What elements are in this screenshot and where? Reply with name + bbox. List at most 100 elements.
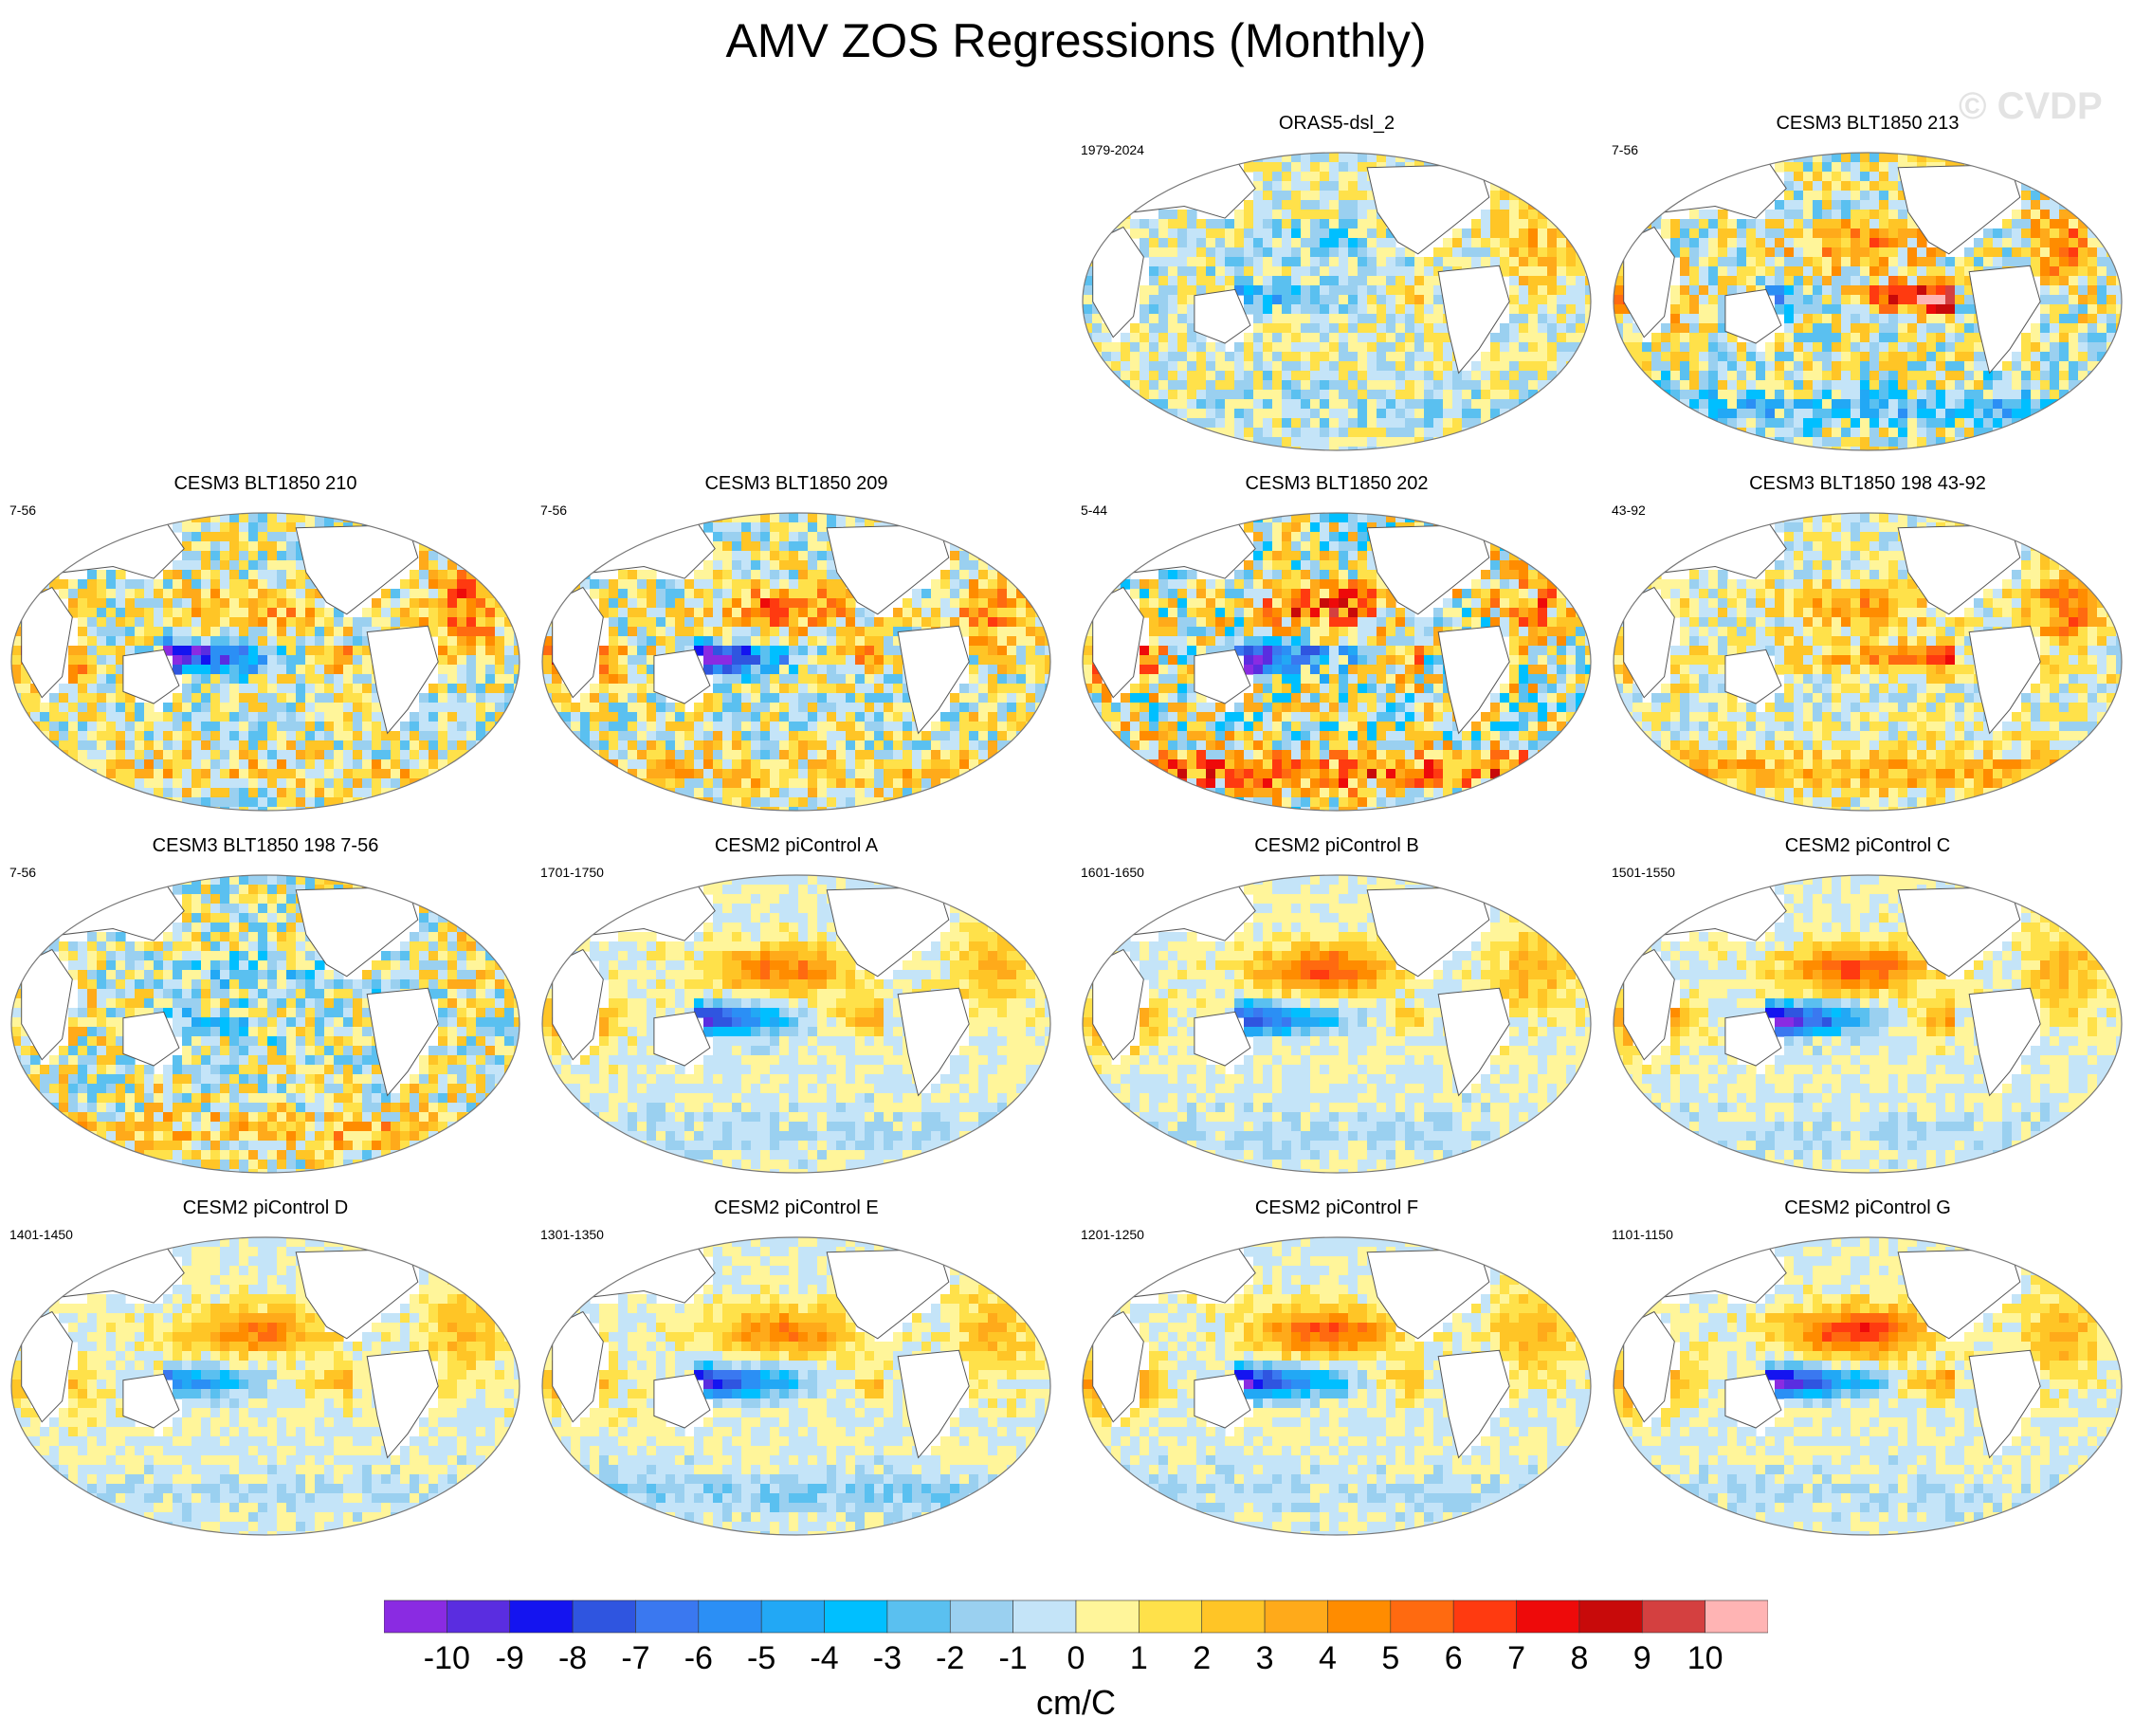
map-cell — [1215, 361, 1226, 372]
map-cell — [1414, 390, 1425, 400]
map-cell — [40, 740, 50, 751]
map-cell — [305, 608, 316, 618]
map-cell — [1320, 295, 1330, 305]
map-cell — [1708, 437, 1719, 448]
map-cell — [258, 778, 268, 789]
map-cell — [87, 684, 98, 694]
map-cell — [334, 665, 344, 675]
map-cell — [647, 513, 657, 523]
map-cell — [429, 532, 439, 542]
map-cell — [68, 579, 79, 590]
map-cell — [1395, 399, 1406, 410]
map-cell — [2078, 380, 2088, 391]
map-cell — [1784, 285, 1795, 296]
map-cell — [1111, 390, 1122, 400]
map-cell — [2078, 333, 2088, 343]
map-cell — [315, 513, 325, 523]
map-cell — [1187, 390, 1197, 400]
map-cell — [997, 598, 1008, 609]
map-cell — [1509, 352, 1520, 362]
map-cell — [1822, 181, 1833, 192]
map-cell — [1557, 153, 1567, 163]
map-cell — [2012, 257, 2022, 267]
map-cell — [1405, 323, 1415, 334]
panel-title: CESM3 BLT1850 210 — [9, 472, 521, 495]
map-cell — [11, 778, 22, 789]
map-cell — [1358, 323, 1368, 334]
map-cell — [779, 627, 790, 637]
map-cell — [2012, 447, 2022, 450]
map-cell — [2088, 399, 2098, 410]
map-cell — [656, 627, 666, 637]
map-cell — [78, 627, 88, 637]
map-cell — [1140, 228, 1150, 239]
map-cell — [1974, 437, 1984, 448]
map-cell — [637, 617, 647, 628]
map-cell — [21, 560, 31, 571]
map-cell — [978, 532, 989, 542]
map-cell — [1377, 247, 1387, 258]
map-cell — [173, 646, 183, 656]
map-cell — [1869, 428, 1880, 438]
map-cell — [1035, 646, 1046, 656]
map-cell — [1765, 247, 1776, 258]
map-cell — [703, 646, 714, 656]
map-cell — [1509, 162, 1520, 173]
map-cell — [827, 655, 837, 666]
map-cell — [116, 759, 126, 770]
map-cell — [2097, 153, 2107, 163]
map-cell — [514, 532, 520, 542]
map-cell — [1272, 153, 1283, 163]
map-cell — [1907, 257, 1918, 267]
map-cell — [125, 513, 136, 523]
map-cell — [855, 636, 866, 647]
map-cell — [1851, 153, 1861, 163]
map-cell — [2040, 172, 2051, 182]
map-cell — [684, 513, 695, 523]
map-cell — [78, 703, 88, 713]
map-cell — [305, 589, 316, 599]
map-cell — [21, 570, 31, 580]
map-cell — [2097, 266, 2107, 277]
map-cell — [1974, 342, 1984, 353]
map-cell — [514, 731, 520, 741]
land-mass — [1623, 226, 1675, 338]
map-cell — [296, 655, 306, 666]
map-cell — [1301, 447, 1311, 450]
map-cell — [798, 636, 809, 647]
map-cell — [1623, 390, 1633, 400]
map-cell — [2088, 200, 2098, 210]
map-cell — [1196, 342, 1207, 353]
map-cell — [2012, 428, 2022, 438]
map-cell — [1490, 219, 1501, 229]
map-cell — [637, 570, 647, 580]
map-cell — [1121, 219, 1131, 229]
map-cell — [514, 608, 520, 618]
map-cell — [1746, 380, 1757, 391]
map-cell — [959, 570, 970, 580]
map-cell — [1614, 447, 1624, 450]
map-cell — [1168, 304, 1178, 315]
map-cell — [125, 636, 136, 647]
map-cell — [1614, 390, 1624, 400]
map-cell — [191, 551, 202, 561]
map-cell — [1206, 238, 1216, 248]
map-cell — [1016, 646, 1027, 656]
map-cell — [106, 646, 117, 656]
map-cell — [1253, 247, 1264, 258]
map-cell — [1832, 200, 1842, 210]
map-cell — [1528, 219, 1539, 229]
map-cell — [1092, 390, 1103, 400]
map-cell — [1898, 342, 1908, 353]
map-cell — [1651, 162, 1662, 173]
map-cell — [353, 769, 363, 779]
map-cell — [1869, 333, 1880, 343]
map-cell — [277, 636, 287, 647]
map-cell — [2088, 162, 2098, 173]
map-cell — [457, 636, 467, 647]
map-cell — [21, 807, 31, 811]
map-cell — [1282, 399, 1292, 410]
map-cell — [1377, 390, 1387, 400]
map-cell — [2059, 447, 2070, 450]
map-cell — [296, 551, 306, 561]
